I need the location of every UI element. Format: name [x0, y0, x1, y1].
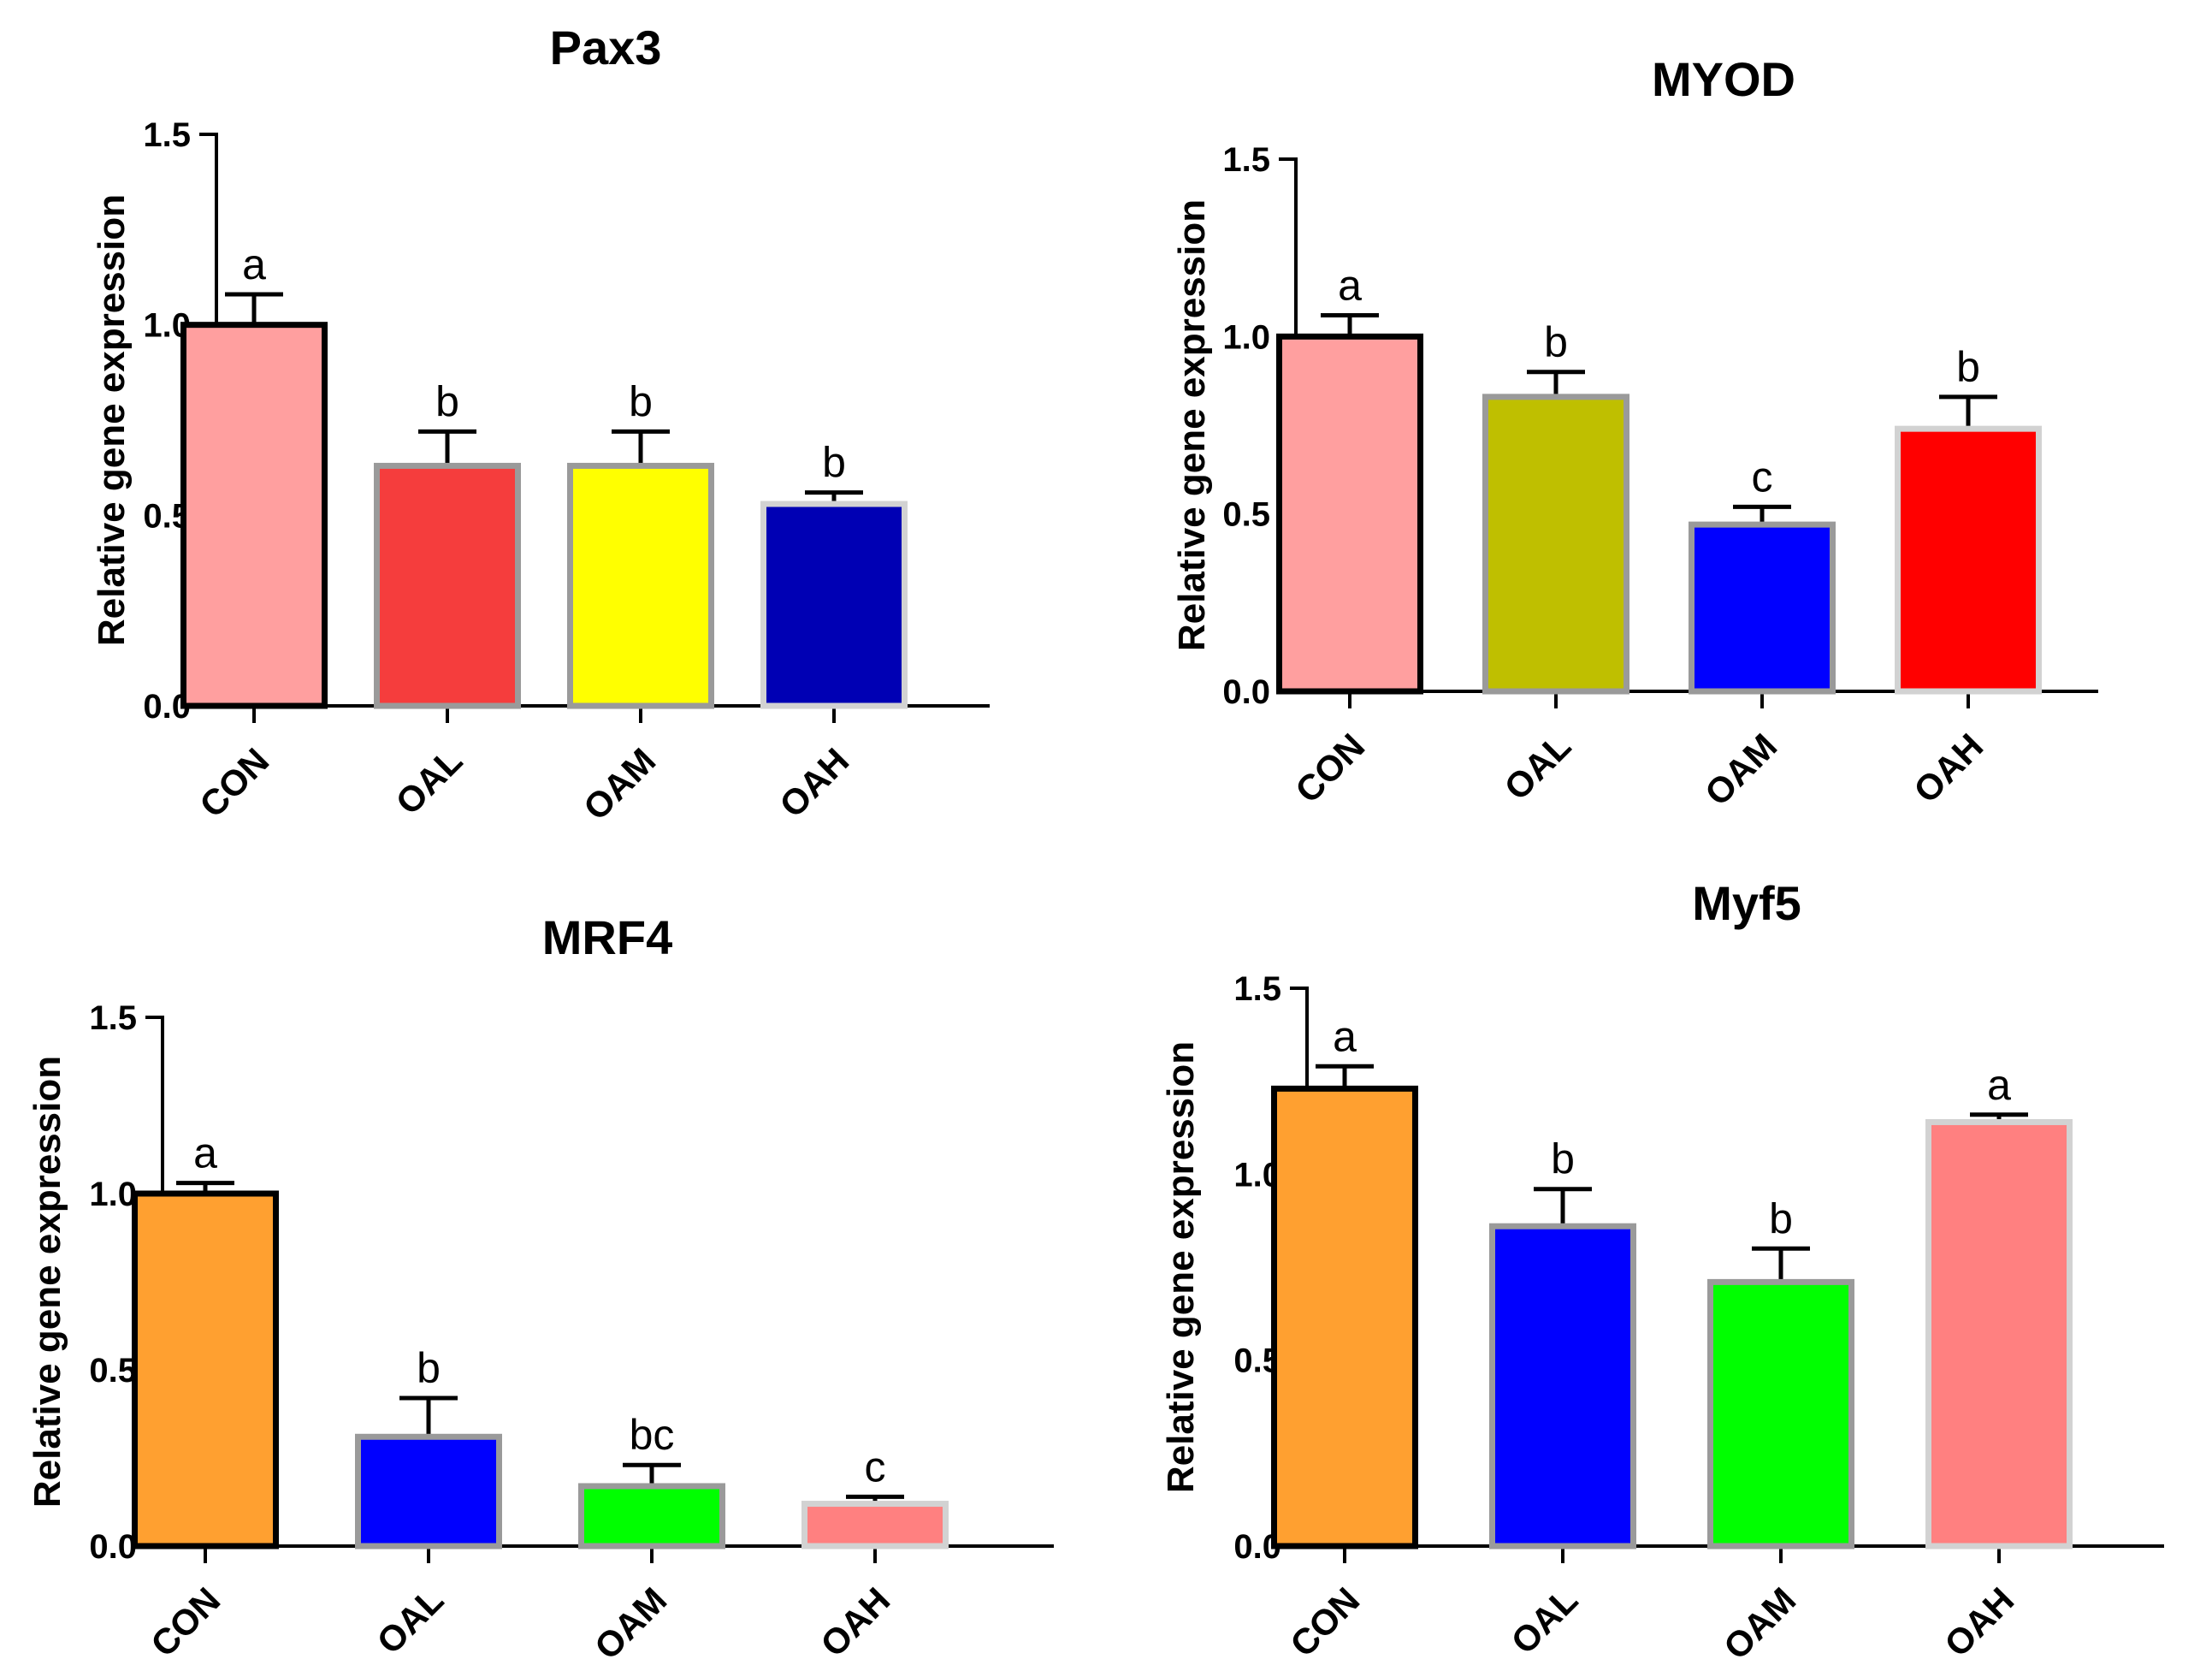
chart-title: MRF4	[542, 910, 672, 964]
y-tick-label: 1.0	[1222, 318, 1270, 356]
x-category-label: OAM	[1716, 1579, 1804, 1668]
significance-label-oah: b	[1956, 343, 1980, 391]
bar-oal	[374, 462, 521, 709]
bar-oal	[1489, 1223, 1636, 1550]
y-tick-label: 0.0	[89, 1528, 137, 1566]
significance-label-oam: c	[1752, 453, 1773, 501]
bar-oam	[1707, 1278, 1854, 1550]
x-category-label: OAH	[813, 1579, 897, 1664]
x-category-label: OAL	[369, 1579, 451, 1662]
bar-oam	[578, 1483, 725, 1550]
x-category-label: CON	[1287, 726, 1372, 810]
bar-oam	[567, 462, 714, 709]
x-category-label: OAM	[587, 1579, 675, 1668]
chart-title: Myf5	[1692, 876, 1801, 930]
bar-con	[180, 322, 328, 709]
x-category-label: OAH	[1937, 1579, 2021, 1664]
significance-label-con: a	[1333, 1012, 1357, 1060]
y-tick-label: 0.0	[1222, 673, 1270, 711]
y-axis-label: Relative gene expression	[1160, 1041, 1202, 1493]
x-category-label: OAL	[1496, 726, 1578, 808]
y-tick-label: 1.5	[143, 116, 191, 154]
y-axis-label: Relative gene expression	[1171, 199, 1213, 651]
significance-label-oal: b	[1544, 318, 1568, 366]
x-category-label: OAM	[1697, 726, 1785, 814]
significance-label-oam: bc	[630, 1411, 675, 1459]
significance-label-oah: a	[1987, 1061, 2011, 1109]
y-tick-label: 1.5	[1233, 970, 1281, 1008]
x-category-label: OAH	[1906, 726, 1990, 810]
x-category-label: OAH	[772, 740, 856, 825]
chart-title: MYOD	[1652, 52, 1795, 106]
significance-label-con: a	[242, 240, 266, 288]
y-tick-label: 0.5	[89, 1352, 137, 1390]
y-axis-label: Relative gene expression	[91, 194, 133, 646]
significance-label-oam: b	[1769, 1194, 1793, 1242]
x-category-label: CON	[1282, 1579, 1367, 1664]
x-category-label: CON	[192, 740, 276, 825]
y-axis-label: Relative gene expression	[27, 1056, 68, 1508]
y-tick-label: 0.5	[1222, 496, 1270, 534]
bar-oam	[1689, 521, 1836, 695]
bar-oah	[801, 1501, 949, 1550]
bar-oah	[1925, 1118, 2073, 1550]
chart-title: Pax3	[550, 21, 662, 74]
x-category-label: CON	[143, 1579, 228, 1664]
x-category-label: OAM	[576, 740, 664, 828]
significance-label-oam: b	[629, 377, 653, 425]
bar-oah	[760, 501, 908, 709]
bar-oal	[355, 1433, 502, 1550]
bar-con	[1276, 333, 1423, 695]
significance-label-oah: c	[865, 1443, 886, 1490]
x-category-label: OAL	[1503, 1579, 1585, 1662]
bar-oal	[1482, 394, 1629, 695]
y-tick-label: 1.5	[89, 999, 137, 1037]
bar-con	[1271, 1085, 1418, 1550]
x-category-label: OAL	[387, 740, 470, 822]
significance-label-con: a	[1338, 261, 1362, 309]
significance-label-oal: b	[435, 377, 459, 425]
significance-label-oal: b	[1551, 1135, 1575, 1183]
y-tick-label: 1.0	[89, 1176, 137, 1213]
y-tick-label: 1.5	[1222, 141, 1270, 179]
chart-panel-mrf4: MRF4 Relative gene expression 0.0 0.5 1.0 1.5…	[27, 910, 1054, 1668]
significance-label-oah: b	[822, 439, 846, 487]
significance-label-con: a	[193, 1129, 217, 1177]
significance-label-oal: b	[417, 1344, 441, 1392]
bar-con	[132, 1190, 279, 1550]
bar-oah	[1895, 425, 2042, 695]
